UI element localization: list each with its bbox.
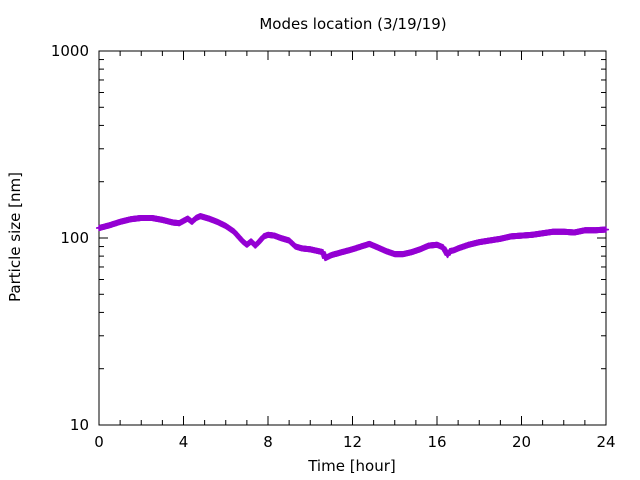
x-tick-label: 4 bbox=[179, 433, 189, 451]
x-tick-label: 8 bbox=[263, 433, 273, 451]
x-tick-label: 16 bbox=[427, 433, 446, 451]
x-tick-label: 0 bbox=[94, 433, 104, 451]
chart-title: Modes location (3/19/19) bbox=[259, 15, 446, 33]
data-point bbox=[603, 226, 609, 233]
y-axis-label: Particle size [nm] bbox=[6, 172, 24, 302]
y-tick-label: 100 bbox=[60, 229, 89, 247]
series-markers bbox=[96, 213, 609, 262]
x-tick-label: 24 bbox=[596, 433, 615, 451]
data-series bbox=[96, 213, 609, 262]
plot-axes: 0 4 8 12 16 20 24 10 100 1000 bbox=[51, 42, 616, 451]
x-tick-label: 12 bbox=[343, 433, 362, 451]
x-tick-label: 20 bbox=[512, 433, 531, 451]
y-tick-label: 10 bbox=[70, 416, 89, 434]
x-axis-label: Time [hour] bbox=[307, 457, 396, 475]
y-tick-label: 1000 bbox=[51, 42, 89, 60]
